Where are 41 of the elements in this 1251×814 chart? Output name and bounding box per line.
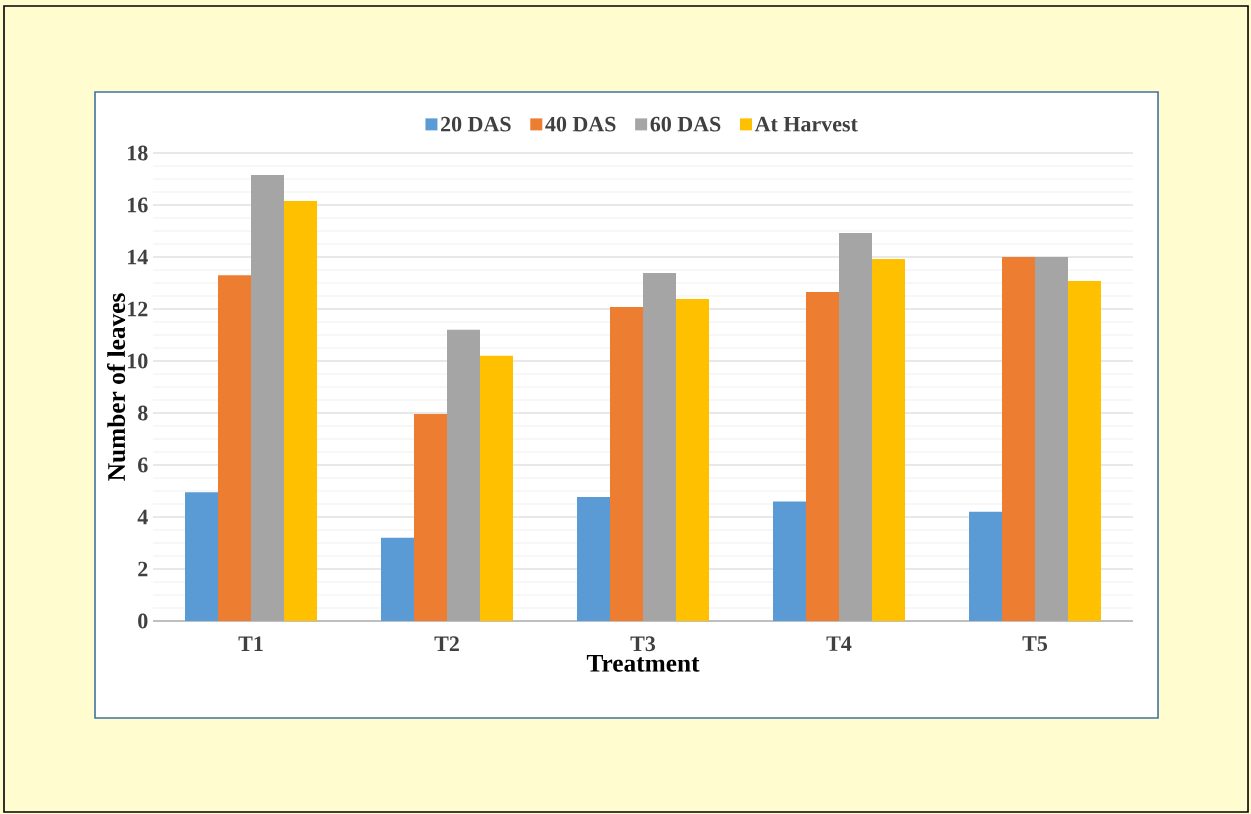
legend-label: 20 DAS (441, 116, 511, 132)
bar (806, 292, 840, 621)
bar (381, 537, 414, 621)
x-tick-label: T3 (630, 636, 656, 652)
x-tick-label: T5 (1022, 636, 1048, 651)
bar (676, 299, 710, 621)
y-tick-label: 2 (138, 561, 148, 577)
y-tick-label: 6 (138, 457, 148, 473)
x-tick-label: T4 (826, 636, 852, 651)
y-tick-label: 18 (128, 145, 148, 161)
y-tick-label: 4 (137, 509, 148, 525)
x-tick-label: T2 (434, 636, 459, 651)
bar (284, 201, 318, 621)
legend-label: 40 DAS (545, 116, 616, 132)
bar (185, 492, 219, 621)
bar (643, 273, 677, 621)
bar (1002, 257, 1035, 621)
bar (969, 511, 1003, 621)
y-tick-label: 12 (128, 301, 148, 317)
bar (447, 329, 480, 621)
y-tick-label: 16 (128, 197, 148, 213)
bar (480, 355, 514, 621)
legend-label: At Harvest (754, 116, 858, 132)
bar (414, 414, 448, 621)
bar (577, 496, 611, 621)
bar (1068, 280, 1102, 621)
bar (839, 233, 873, 621)
y-tick-label: 10 (128, 353, 148, 369)
legend-label: 60 DAS (650, 116, 721, 132)
bar (1035, 257, 1069, 621)
bar (773, 501, 806, 621)
bar (251, 175, 285, 621)
y-tick-label: 14 (128, 249, 148, 265)
x-tick-label: T1 (238, 636, 263, 651)
y-tick-label: 8 (138, 405, 148, 421)
x-axis-title: Treatment (586, 654, 700, 672)
bar (218, 275, 251, 621)
bar (872, 259, 906, 621)
y-tick-label: 0 (138, 613, 148, 629)
bar (610, 306, 643, 621)
y-axis-title: Number of leaves (106, 293, 126, 481)
